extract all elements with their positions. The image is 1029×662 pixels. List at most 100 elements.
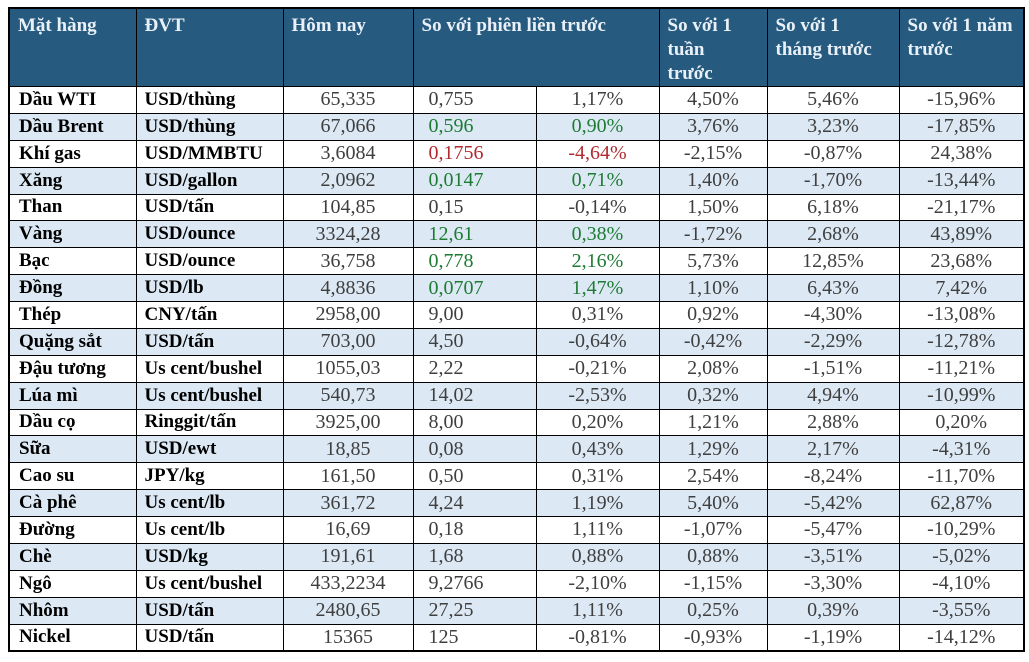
table-row: Dầu WTI USD/thùng 65,335 0,755 1,17% 4,50% 5,4… bbox=[8, 86, 1025, 114]
pct-vs-year: -5,02% bbox=[898, 542, 1025, 571]
pct-vs-prev-session: 2,16% bbox=[535, 247, 660, 276]
table-row: Chè USD/kg 191,61 1,68 0,88% 0,88% -3,51% -5,02… bbox=[8, 542, 1025, 571]
pct-vs-month: 3,23% bbox=[766, 112, 900, 141]
commodity-name: Cao su bbox=[8, 462, 137, 491]
pct-vs-week: 0,88% bbox=[658, 542, 768, 571]
pct-vs-prev-session: 0,90% bbox=[535, 112, 660, 141]
pct-vs-week: 0,92% bbox=[658, 301, 768, 329]
col-header-today: Hôm nay bbox=[282, 7, 414, 87]
commodity-unit: Us cent/bushel bbox=[135, 354, 284, 383]
today-price: 65,335 bbox=[282, 86, 414, 114]
pct-vs-month: -1,51% bbox=[766, 354, 900, 383]
pct-vs-month: 0,39% bbox=[766, 596, 900, 625]
commodity-name: Đồng bbox=[8, 274, 137, 302]
commodity-name: Thép bbox=[8, 301, 137, 329]
commodity-name: Dầu WTI bbox=[8, 86, 137, 114]
pct-vs-year: -4,31% bbox=[898, 435, 1025, 464]
pct-vs-month: 6,43% bbox=[766, 274, 900, 302]
commodity-name: Chè bbox=[8, 542, 137, 571]
commodity-unit: Us cent/bushel bbox=[135, 381, 284, 410]
commodity-unit: USD/thùng bbox=[135, 86, 284, 114]
pct-vs-year: -10,29% bbox=[898, 516, 1025, 544]
commodity-name: Đậu tương bbox=[8, 354, 137, 383]
pct-vs-prev-session: 0,71% bbox=[535, 166, 660, 195]
pct-vs-prev-session: 1,17% bbox=[535, 86, 660, 114]
pct-vs-month: -1,19% bbox=[766, 623, 900, 652]
commodity-unit: USD/MMBTU bbox=[135, 139, 284, 168]
change-vs-prev-session: 0,18 bbox=[412, 516, 537, 544]
pct-vs-prev-session: -0,64% bbox=[535, 327, 660, 356]
pct-vs-month: -8,24% bbox=[766, 462, 900, 491]
change-vs-prev-session: 0,0147 bbox=[412, 166, 537, 195]
today-price: 3,6084 bbox=[282, 139, 414, 168]
pct-vs-week: 2,54% bbox=[658, 462, 768, 491]
today-price: 16,69 bbox=[282, 516, 414, 544]
today-price: 161,50 bbox=[282, 462, 414, 491]
commodity-name: Bạc bbox=[8, 247, 137, 276]
pct-vs-month: 2,68% bbox=[766, 220, 900, 249]
pct-vs-month: 4,94% bbox=[766, 381, 900, 410]
pct-vs-prev-session: 1,11% bbox=[535, 516, 660, 544]
col-header-commodity: Mặt hàng bbox=[8, 7, 137, 87]
today-price: 2480,65 bbox=[282, 596, 414, 625]
today-price: 4,8836 bbox=[282, 274, 414, 302]
pct-vs-prev-session: 1,47% bbox=[535, 274, 660, 302]
change-vs-prev-session: 125 bbox=[412, 623, 537, 652]
commodity-name: Khí gas bbox=[8, 139, 137, 168]
change-vs-prev-session: 0,596 bbox=[412, 112, 537, 141]
pct-vs-year: 23,68% bbox=[898, 247, 1025, 276]
commodity-price-table: Mặt hàng ĐVT Hôm nay So với phiên liền t… bbox=[8, 7, 1026, 652]
commodity-unit: USD/lb bbox=[135, 274, 284, 302]
pct-vs-week: 4,50% bbox=[658, 86, 768, 114]
commodity-name: Quặng sắt bbox=[8, 327, 137, 356]
commodity-table-body: Dầu WTI USD/thùng 65,335 0,755 1,17% 4,50% 5,4… bbox=[8, 86, 1025, 652]
change-vs-prev-session: 9,2766 bbox=[412, 569, 537, 598]
today-price: 361,72 bbox=[282, 489, 414, 517]
change-vs-prev-session: 2,22 bbox=[412, 354, 537, 383]
pct-vs-month: 5,46% bbox=[766, 86, 900, 114]
today-price: 540,73 bbox=[282, 381, 414, 410]
pct-vs-year: 7,42% bbox=[898, 274, 1025, 302]
pct-vs-week: 5,40% bbox=[658, 489, 768, 517]
commodity-unit: Ringgit/tấn bbox=[135, 408, 284, 437]
table-row: Sữa USD/ewt 18,85 0,08 0,43% 1,29% 2,17% -4,31% bbox=[8, 435, 1025, 464]
pct-vs-year: 43,89% bbox=[898, 220, 1025, 249]
pct-vs-month: -0,87% bbox=[766, 139, 900, 168]
commodity-name: Lúa mì bbox=[8, 381, 137, 410]
commodity-unit: CNY/tấn bbox=[135, 301, 284, 329]
pct-vs-year: 62,87% bbox=[898, 489, 1025, 517]
pct-vs-year: -15,96% bbox=[898, 86, 1025, 114]
table-row: Đậu tương Us cent/bushel 1055,03 2,22 -0,21%… bbox=[8, 354, 1025, 383]
pct-vs-month: 6,18% bbox=[766, 193, 900, 222]
commodity-unit: USD/tấn bbox=[135, 327, 284, 356]
change-vs-prev-session: 14,02 bbox=[412, 381, 537, 410]
table-row: Khí gas USD/MMBTU 3,6084 0,1756 -4,64% -2,15%… bbox=[8, 139, 1025, 168]
pct-vs-month: -5,47% bbox=[766, 516, 900, 544]
pct-vs-year: -10,99% bbox=[898, 381, 1025, 410]
pct-vs-week: -1,07% bbox=[658, 516, 768, 544]
commodity-name: Vàng bbox=[8, 220, 137, 249]
table-row: Than USD/tấn 104,85 0,15 -0,14% 1,50% 6,18% -21… bbox=[8, 193, 1025, 222]
table-row: Xăng USD/gallon 2,0962 0,0147 0,71% 1,40% -1,7… bbox=[8, 166, 1025, 195]
change-vs-prev-session: 0,15 bbox=[412, 193, 537, 222]
change-vs-prev-session: 27,25 bbox=[412, 596, 537, 625]
pct-vs-week: 2,08% bbox=[658, 354, 768, 383]
pct-vs-year: -21,17% bbox=[898, 193, 1025, 222]
table-row: Quặng sắt USD/tấn 703,00 4,50 -0,64% -0,42% -2… bbox=[8, 327, 1025, 356]
pct-vs-prev-session: 0,31% bbox=[535, 301, 660, 329]
today-price: 433,2234 bbox=[282, 569, 414, 598]
pct-vs-year: 0,20% bbox=[898, 408, 1025, 437]
commodity-unit: USD/ounce bbox=[135, 220, 284, 249]
pct-vs-month: -2,29% bbox=[766, 327, 900, 356]
pct-vs-month: -3,51% bbox=[766, 542, 900, 571]
pct-vs-month: 2,17% bbox=[766, 435, 900, 464]
table-row: Đồng USD/lb 4,8836 0,0707 1,47% 1,10% 6,43% 7,4… bbox=[8, 274, 1025, 302]
commodity-unit: USD/tấn bbox=[135, 596, 284, 625]
commodity-name: Xăng bbox=[8, 166, 137, 195]
pct-vs-month: -4,30% bbox=[766, 301, 900, 329]
pct-vs-month: -1,70% bbox=[766, 166, 900, 195]
today-price: 2,0962 bbox=[282, 166, 414, 195]
pct-vs-prev-session: 0,38% bbox=[535, 220, 660, 249]
commodity-unit: USD/tấn bbox=[135, 193, 284, 222]
commodity-name: Sữa bbox=[8, 435, 137, 464]
